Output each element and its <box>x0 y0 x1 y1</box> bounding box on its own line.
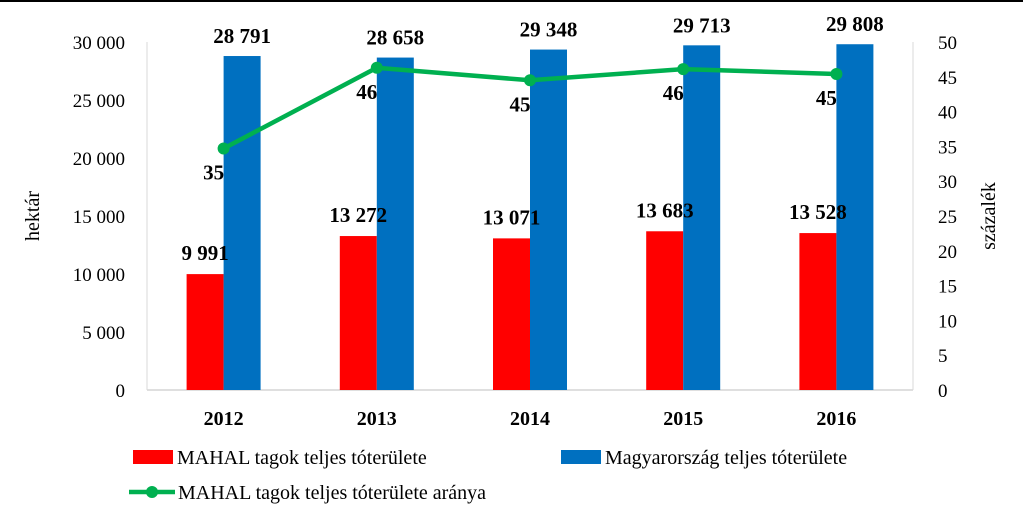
legend-label-arany: MAHAL tagok teljes tóterülete aránya <box>178 482 486 504</box>
data-label-mahal: 13 071 <box>483 205 541 229</box>
top-border <box>0 0 1023 2</box>
line-marker-arany <box>370 61 383 74</box>
data-label-magyarorszag: 28 791 <box>213 24 271 48</box>
line-marker-arany <box>217 142 230 155</box>
legend-label-magyarorszag: Magyarország teljes tóterülete <box>605 447 847 469</box>
x-tick-label: 2012 <box>204 408 244 430</box>
y-tick-label-right: 30 <box>938 172 957 193</box>
data-label-magyarorszag: 29 808 <box>826 12 884 36</box>
data-label-arany: 35 <box>203 160 224 184</box>
x-tick-label: 2016 <box>816 408 856 430</box>
bar-magyarorszag <box>376 57 414 390</box>
bar-mahal <box>799 233 837 390</box>
bar-mahal <box>186 274 224 390</box>
legend-swatch-mahal <box>133 450 173 464</box>
y-tick-label-right: 15 <box>938 277 957 298</box>
line-marker-arany <box>830 68 843 81</box>
data-label-magyarorszag: 28 658 <box>366 26 424 50</box>
bar-mahal <box>493 238 530 390</box>
y-tick-label-left: 0 <box>116 381 126 402</box>
data-label-mahal: 13 272 <box>329 203 387 227</box>
y-tick-label-right: 40 <box>938 103 957 124</box>
data-label-magyarorszag: 29 713 <box>673 13 731 37</box>
bar-magyarorszag <box>836 44 874 390</box>
y-tick-label-left: 25 000 <box>73 91 125 112</box>
data-label-arany: 46 <box>663 81 684 105</box>
y-tick-label-right: 45 <box>938 68 957 89</box>
bar-magyarorszag <box>530 49 567 390</box>
y-tick-label-right: 10 <box>938 311 957 332</box>
data-label-arany: 45 <box>510 92 531 116</box>
data-label-mahal: 13 528 <box>789 200 847 224</box>
y-tick-label-left: 15 000 <box>73 207 125 228</box>
y-axis-title-right: százalék <box>978 182 1000 250</box>
y-tick-label-right: 50 <box>938 33 957 54</box>
y-tick-label-left: 5 000 <box>82 323 125 344</box>
y-tick-label-right: 35 <box>938 137 957 158</box>
y-tick-label-right: 20 <box>938 242 957 263</box>
y-tick-label-right: 25 <box>938 207 957 228</box>
bar-mahal <box>646 231 684 390</box>
y-tick-label-left: 30 000 <box>73 33 125 54</box>
legend-label-mahal: MAHAL tagok teljes tóterülete <box>177 447 427 469</box>
y-tick-label-left: 10 000 <box>73 265 125 286</box>
y-tick-label-left: 20 000 <box>73 149 125 170</box>
line-marker-arany <box>677 63 690 76</box>
line-marker-arany <box>524 74 536 87</box>
x-tick-label: 2014 <box>510 408 550 430</box>
y-tick-label-right: 5 <box>938 346 948 367</box>
bar-magyarorszag <box>683 45 721 391</box>
legend-swatch-marker-arany <box>146 486 158 498</box>
bar-magyarorszag <box>223 56 261 390</box>
data-label-magyarorszag: 29 348 <box>520 18 578 42</box>
data-label-mahal: 13 683 <box>636 198 694 222</box>
data-label-mahal: 9 991 <box>181 241 228 265</box>
bar-mahal <box>339 236 377 390</box>
data-label-arany: 46 <box>356 80 377 104</box>
y-tick-label-right: 0 <box>938 381 948 402</box>
x-tick-label: 2013 <box>357 408 397 430</box>
legend-swatch-magyarorszag <box>561 450 601 464</box>
data-label-arany: 45 <box>816 86 837 110</box>
y-axis-title-left: hektár <box>22 191 44 241</box>
x-tick-label: 2015 <box>663 408 703 430</box>
